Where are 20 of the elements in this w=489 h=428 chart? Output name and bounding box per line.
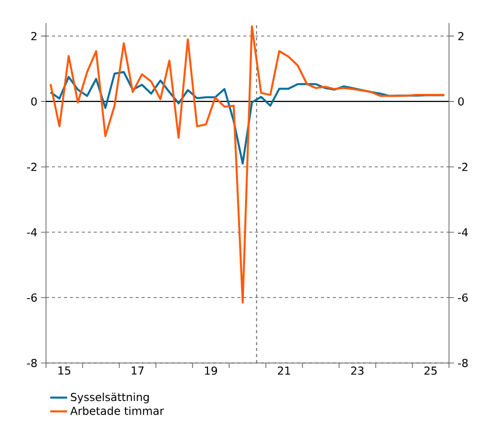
y2-tick-label: -6 xyxy=(458,293,468,302)
x-tick-label: 17 xyxy=(132,366,144,375)
y-tick-label: 0 xyxy=(31,97,37,106)
y-tick-label: 2 xyxy=(31,32,36,40)
y2-tick-label: 2 xyxy=(458,32,464,40)
y2-tick-label: -8 xyxy=(458,358,468,368)
y-tick-label: -4 xyxy=(27,228,37,236)
x-tick-label: 23 xyxy=(351,366,364,375)
x-tick-label: 25 xyxy=(424,366,437,375)
legend-label: Arbetade timmar xyxy=(70,406,164,415)
y2-tick-label: 0 xyxy=(458,97,464,106)
y-tick-label: -2 xyxy=(27,162,36,171)
y-tick-label: -8 xyxy=(27,358,37,368)
x-tick-label: 15 xyxy=(58,366,70,375)
y2-tick-label: -2 xyxy=(458,162,468,171)
legend-label: Sysselsättning xyxy=(70,392,149,404)
x-tick-label: 21 xyxy=(278,366,290,375)
y2-tick-label: -4 xyxy=(458,228,468,236)
y-tick-label: -6 xyxy=(27,293,37,302)
x-tick-label: 19 xyxy=(205,366,218,375)
